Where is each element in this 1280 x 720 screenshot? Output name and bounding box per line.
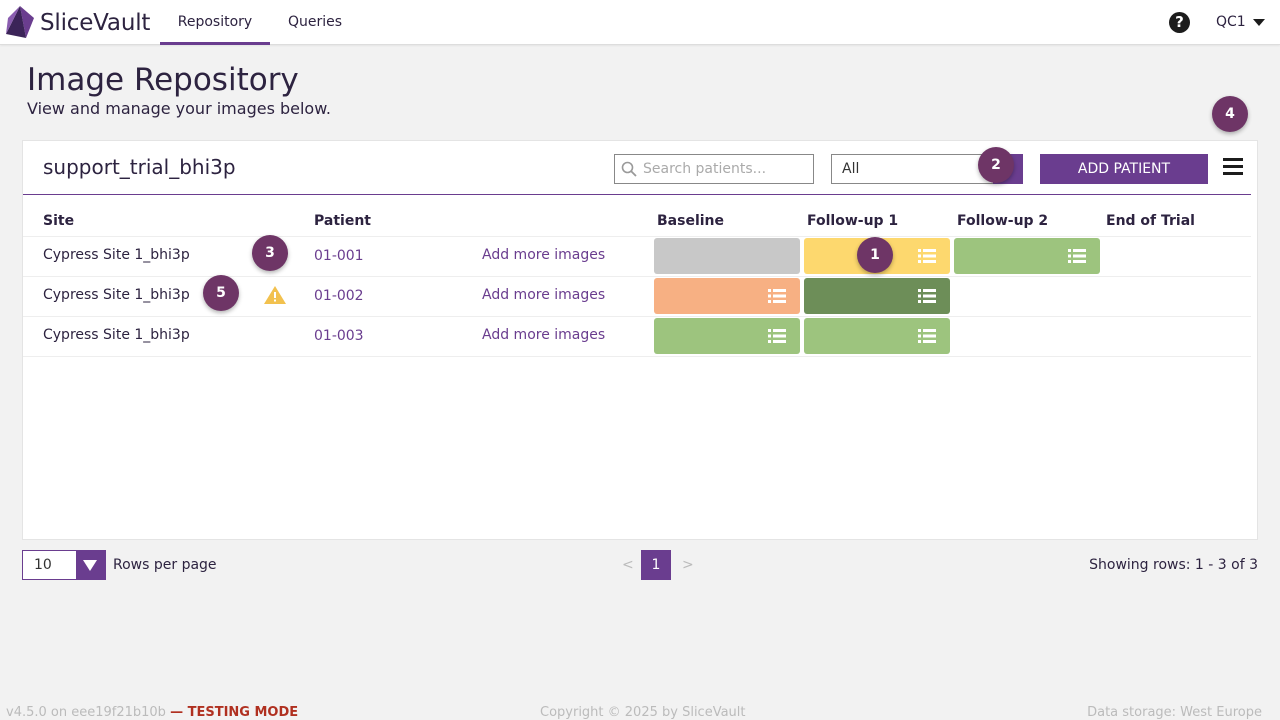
search-box[interactable]: [614, 154, 814, 184]
user-name: QC1: [1216, 14, 1246, 30]
timepoint-followup-1[interactable]: [804, 318, 950, 354]
tour-badge-4[interactable]: 4: [1212, 96, 1248, 132]
prev-page-button[interactable]: <: [622, 557, 634, 573]
rows-per-page-value: 10: [34, 557, 52, 573]
timepoint-baseline[interactable]: [654, 238, 800, 274]
list-icon: [1068, 249, 1086, 263]
header-baseline: Baseline: [657, 213, 725, 229]
rows-dropdown-button[interactable]: [76, 551, 105, 579]
rows-per-page-label: Rows per page: [113, 557, 217, 573]
help-icon[interactable]: ?: [1169, 12, 1190, 33]
filter-value: All: [842, 161, 860, 177]
page-subtitle: View and manage your images below.: [27, 99, 331, 118]
site-cell: Cypress Site 1_bhi3p: [43, 247, 190, 263]
tour-badge-2[interactable]: 2: [978, 147, 1014, 183]
tab-repository[interactable]: Repository: [160, 0, 270, 45]
patient-link[interactable]: 01-002: [314, 288, 364, 304]
next-page-button[interactable]: >: [682, 557, 694, 573]
row-divider: [23, 236, 1251, 237]
patients-card: support_trial_bhi3p All ADD PATIENT Site…: [22, 140, 1258, 540]
page-title: Image Repository: [27, 62, 299, 98]
app-name: SliceVault: [40, 10, 151, 36]
add-more-images-link[interactable]: Add more images: [482, 287, 606, 303]
menu-icon[interactable]: [1223, 158, 1243, 176]
list-icon: [918, 249, 936, 263]
tour-badge-1[interactable]: 1: [857, 237, 893, 273]
row-divider: [23, 276, 1251, 277]
header-followup-1: Follow-up 1: [807, 213, 899, 229]
footer-version: v4.5.0 on eee19f21b10b — TESTING MODE: [6, 705, 298, 720]
add-patient-button[interactable]: ADD PATIENT: [1040, 154, 1208, 184]
testing-mode-label: — TESTING MODE: [170, 705, 299, 720]
slicevault-logo[interactable]: SliceVault: [4, 4, 150, 42]
rows-per-page-select[interactable]: 10: [22, 550, 106, 580]
add-more-images-link[interactable]: Add more images: [482, 247, 606, 263]
list-icon: [918, 289, 936, 303]
timepoint-baseline[interactable]: [654, 278, 800, 314]
footer-copyright: Copyright © 2025 by SliceVault: [540, 705, 746, 720]
header-divider: [23, 194, 1251, 195]
tour-badge-5[interactable]: 5: [203, 275, 239, 311]
patient-link[interactable]: 01-003: [314, 328, 364, 344]
header-patient[interactable]: Patient: [314, 213, 371, 229]
row-divider: [23, 356, 1251, 357]
warning-icon[interactable]: [264, 286, 286, 304]
search-icon: [621, 161, 637, 177]
row-divider: [23, 316, 1251, 317]
page-1-button[interactable]: 1: [641, 550, 671, 580]
slicevault-logo-icon: [6, 6, 34, 38]
list-icon: [918, 329, 936, 343]
list-icon: [768, 289, 786, 303]
top-navbar: SliceVault Repository Queries ? QC1: [0, 0, 1280, 45]
patient-link[interactable]: 01-001: [314, 248, 364, 264]
user-menu[interactable]: QC1: [1216, 0, 1265, 45]
tour-badge-3[interactable]: 3: [252, 235, 288, 271]
timepoint-baseline[interactable]: [654, 318, 800, 354]
header-end-of-trial: End of Trial: [1106, 213, 1195, 229]
tab-queries[interactable]: Queries: [287, 14, 343, 30]
version-text: v4.5.0 on eee19f21b10b: [6, 705, 166, 720]
header-site[interactable]: Site: [43, 213, 75, 229]
footer-storage: Data storage: West Europe: [1087, 705, 1262, 720]
list-icon: [768, 329, 786, 343]
trial-title: support_trial_bhi3p: [43, 155, 236, 179]
add-more-images-link[interactable]: Add more images: [482, 327, 606, 343]
timepoint-followup-2[interactable]: [954, 238, 1100, 274]
site-cell: Cypress Site 1_bhi3p: [43, 327, 190, 343]
showing-rows-text: Showing rows: 1 - 3 of 3: [1089, 557, 1258, 573]
site-cell: Cypress Site 1_bhi3p: [43, 287, 190, 303]
caret-down-icon: [1252, 19, 1265, 26]
timepoint-followup-1[interactable]: [804, 278, 950, 314]
search-input[interactable]: [643, 161, 803, 177]
header-followup-2: Follow-up 2: [957, 213, 1049, 229]
